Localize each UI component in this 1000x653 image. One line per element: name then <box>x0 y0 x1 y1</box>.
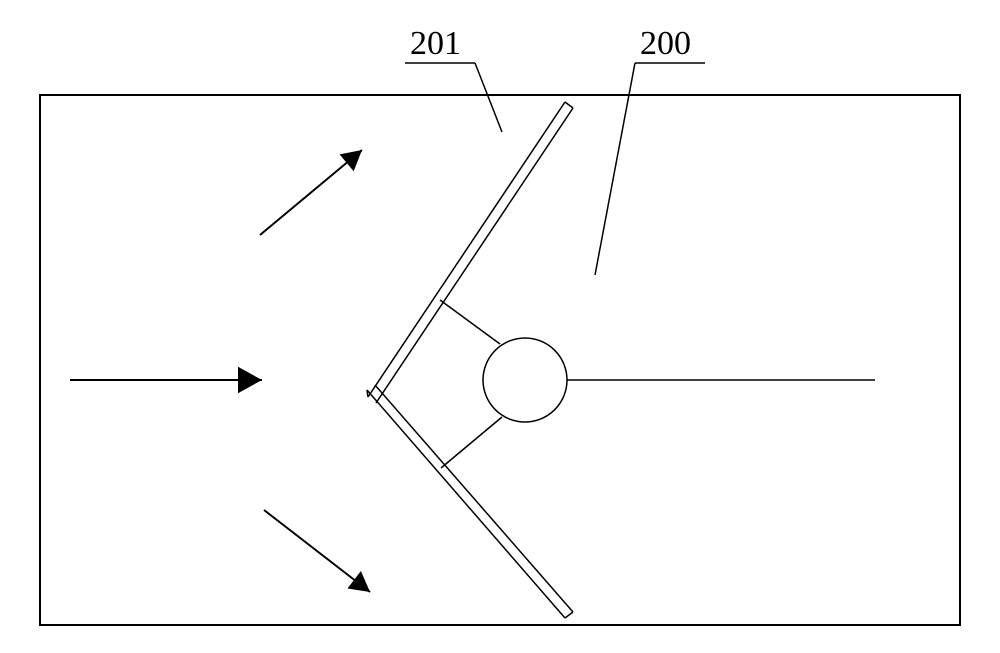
label-200: 200 <box>640 25 691 63</box>
vane-apex-cap <box>367 390 368 397</box>
vane-lower-outer <box>367 390 565 618</box>
label-201: 201 <box>410 25 461 63</box>
vane-lower-cap <box>565 612 573 618</box>
strut-lower <box>441 417 502 468</box>
outer-frame <box>40 95 960 625</box>
flow-arrow-main-head <box>238 367 262 393</box>
vane-upper-outer <box>368 102 565 397</box>
vane-upper-cap <box>565 102 573 108</box>
vane-lower-inner <box>375 385 573 612</box>
flow-arrow-lower-shaft <box>264 510 370 592</box>
leader-201 <box>475 63 502 132</box>
flow-arrow-lower-head <box>347 571 370 592</box>
hub-circle <box>483 338 567 422</box>
strut-upper <box>440 300 500 344</box>
flow-arrow-upper-head <box>340 150 362 171</box>
vane-upper-inner <box>376 108 573 403</box>
